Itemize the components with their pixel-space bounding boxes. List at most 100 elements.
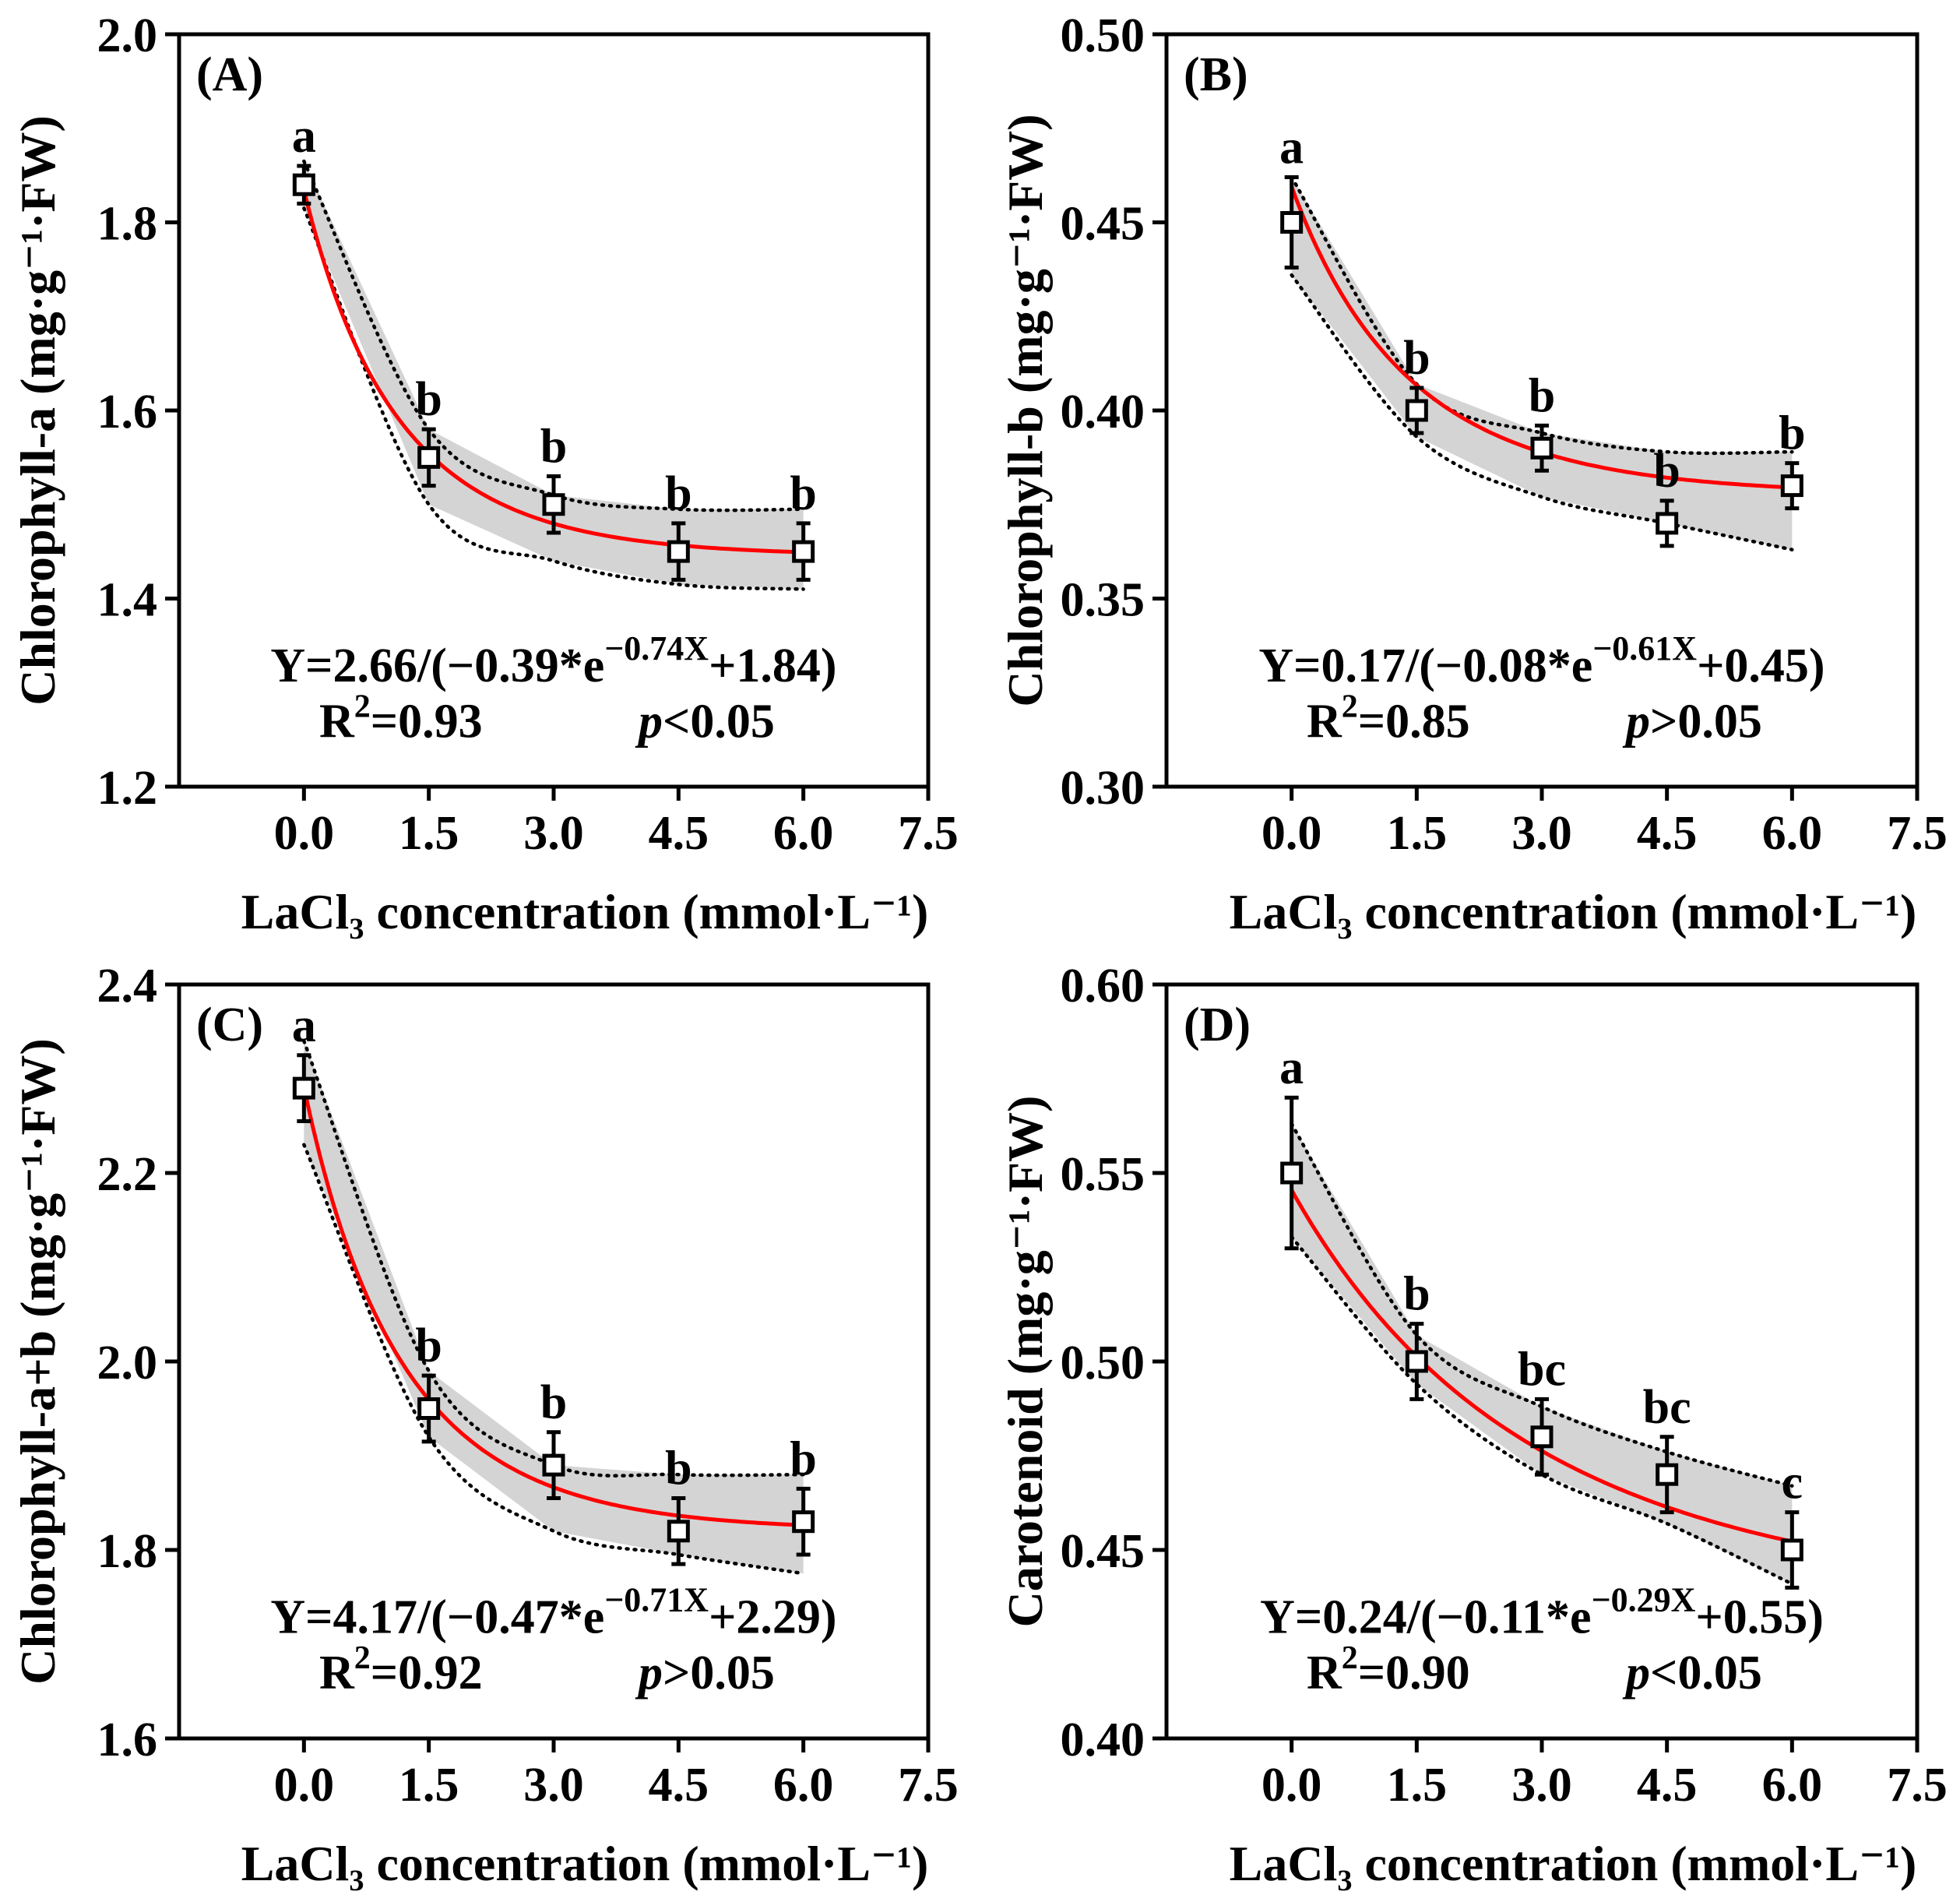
data-point (1780, 1538, 1803, 1562)
upper-confidence-line (1290, 1122, 1794, 1488)
data-point (1405, 1350, 1428, 1373)
significance-letter: b (790, 1432, 816, 1485)
data-point (1780, 474, 1803, 498)
fit-equation: Y=2.66/(−0.39*e−0.74X+1.84) (270, 629, 836, 692)
x-tick-label: 3.0 (1511, 807, 1572, 860)
x-tick-label: 3.0 (1511, 1759, 1572, 1812)
y-axis-label: Chlorophyll-a+b (mg·g⁻¹·FW) (10, 1038, 65, 1685)
x-tick-label: 1.5 (1387, 807, 1448, 860)
lower-confidence-line (1290, 1235, 1794, 1586)
panel-c: a b b b b 0.0 1.5 3.0 4.5 6.0 7.5 1.6 1.8 2.0 2.2 2.4 (C… (10, 960, 959, 1891)
x-axis-label: LaCl₃ concentration (mmol·L⁻¹) (1230, 884, 1917, 939)
lower-confidence-line (1290, 273, 1794, 551)
significance-letter: b (1779, 407, 1805, 460)
y-tick-label: 0.40 (1061, 386, 1145, 439)
y-tick-label: 2.2 (97, 1148, 158, 1201)
y-tick-label: 1.2 (97, 762, 158, 815)
y-axis-label: Carotenoid (mg·g⁻¹·FW) (998, 1096, 1053, 1628)
y-tick-label: 0.40 (1061, 1714, 1145, 1766)
x-tick-label: 1.5 (399, 1759, 459, 1812)
data-point (1530, 436, 1554, 460)
x-tick-label: 0.0 (1262, 1759, 1322, 1812)
fit-equation: Y=4.17/(−0.47*e−0.71X+2.29) (270, 1580, 836, 1643)
x-tick-label: 7.5 (1887, 807, 1948, 860)
significance-letter: b (415, 1319, 442, 1372)
significance-letter: b (1403, 332, 1430, 385)
y-tick-label: 0.55 (1061, 1148, 1145, 1201)
data-point (1280, 1161, 1304, 1185)
x-tick-label: 0.0 (274, 1759, 335, 1812)
panel-d: a b bc bc c 0.0 1.5 3.0 4.5 6.0 7.5 0.40 0.45 0.50 0.5… (998, 960, 1948, 1891)
panel-label: (A) (196, 48, 263, 101)
significance-letter: b (540, 421, 567, 474)
significance-letter: b (540, 1376, 567, 1429)
x-tick-label: 4.5 (1637, 807, 1698, 860)
x-axis-label: LaCl₃ concentration (mmol·L⁻¹) (241, 1836, 929, 1891)
r-squared: R2=0.93 (319, 689, 483, 748)
x-tick-label: 3.0 (523, 1759, 584, 1812)
x-tick-label: 4.5 (649, 807, 709, 860)
r-squared: R2=0.92 (319, 1640, 483, 1700)
confidence-band (1291, 177, 1793, 550)
p-value: p>0.05 (1622, 695, 1762, 748)
x-tick-label: 6.0 (1762, 1759, 1823, 1812)
y-tick-label: 2.0 (97, 1337, 158, 1390)
y-tick-label: 1.6 (97, 1714, 158, 1766)
panel-label: (D) (1184, 999, 1251, 1051)
y-tick-label: 1.8 (97, 1525, 158, 1578)
data-point (792, 1510, 815, 1534)
x-axis-label: LaCl₃ concentration (mmol·L⁻¹) (1230, 1836, 1917, 1891)
x-tick-label: 3.0 (523, 807, 584, 860)
y-tick-label: 0.50 (1061, 1337, 1145, 1390)
significance-letter: b (1653, 445, 1680, 498)
x-tick-label: 7.5 (1887, 1759, 1948, 1812)
x-tick-label: 6.0 (773, 807, 834, 860)
x-tick-label: 4.5 (649, 1759, 709, 1812)
data-point (1656, 1463, 1679, 1486)
p-value: p<0.05 (635, 695, 775, 748)
data-point (292, 173, 315, 196)
upper-confidence-line (302, 1039, 805, 1478)
upper-confidence-line (1290, 175, 1794, 456)
data-point (292, 1076, 315, 1100)
y-tick-label: 1.8 (97, 198, 158, 251)
y-tick-label: 2.0 (97, 9, 158, 62)
y-tick-label: 0.30 (1061, 762, 1145, 815)
r-squared: R2=0.85 (1307, 689, 1470, 748)
panel-b: a b b b b 0.0 1.5 3.0 4.5 6.0 7.5 0.30 0.35 0.40 0.45 0… (998, 9, 1948, 939)
y-axis-label: Chlorophyll-b (mg·g⁻¹·FW) (998, 114, 1053, 706)
significance-letter: a (292, 110, 316, 163)
p-value: p<0.05 (1622, 1647, 1762, 1700)
x-tick-label: 1.5 (399, 807, 459, 860)
x-tick-label: 1.5 (1387, 1759, 1448, 1812)
significance-letter: c (1782, 1456, 1803, 1509)
r-squared: R2=0.90 (1307, 1640, 1470, 1700)
y-tick-label: 1.4 (97, 574, 158, 627)
x-tick-label: 6.0 (773, 1759, 834, 1812)
significance-letter: bc (1643, 1381, 1691, 1434)
y-tick-label: 0.45 (1061, 1525, 1145, 1578)
lower-confidence-line (302, 1143, 805, 1576)
panel-label: (C) (196, 999, 263, 1051)
data-point (1530, 1425, 1554, 1449)
x-tick-label: 0.0 (274, 807, 335, 860)
data-point (542, 493, 565, 516)
x-tick-label: 4.5 (1637, 1759, 1698, 1812)
data-point (1405, 399, 1428, 422)
y-tick-label: 0.60 (1061, 960, 1145, 1013)
x-tick-label: 6.0 (1762, 807, 1823, 860)
data-point (1656, 512, 1679, 535)
p-value: p>0.05 (635, 1647, 775, 1700)
fit-equation: Y=0.17/(−0.08*e−0.61X+0.45) (1258, 629, 1825, 692)
x-tick-label: 7.5 (898, 807, 959, 860)
data-point (667, 1520, 690, 1543)
y-tick-label: 1.6 (97, 386, 158, 439)
y-axis-label: Chlorophyll-a (mg·g⁻¹·FW) (10, 115, 65, 706)
significance-letter: a (292, 999, 316, 1052)
significance-letter: b (415, 373, 442, 426)
significance-letter: b (1403, 1268, 1430, 1321)
x-tick-label: 0.0 (1262, 807, 1322, 860)
y-tick-label: 0.50 (1061, 9, 1145, 62)
data-point (1280, 211, 1304, 234)
